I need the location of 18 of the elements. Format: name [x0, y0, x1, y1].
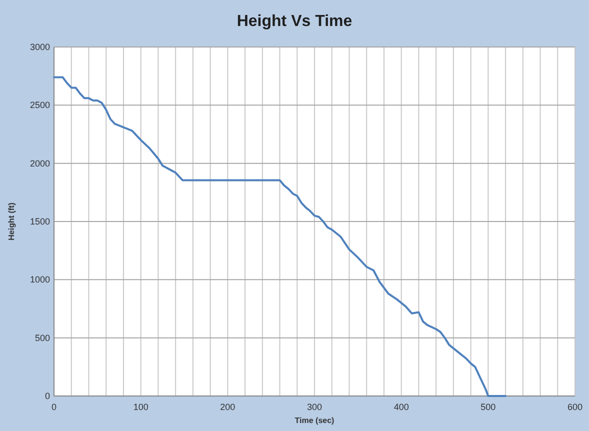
- y-tick-label: 1000: [30, 274, 50, 285]
- y-axis-title: Height (ft): [7, 202, 16, 240]
- x-tick-label: 600: [567, 402, 583, 412]
- y-tick-label: 1500: [30, 216, 50, 226]
- x-tick-label: 500: [480, 402, 496, 412]
- x-tick-label: 100: [133, 402, 148, 412]
- y-tick-label: 0: [44, 391, 50, 401]
- chart-title: Height Vs Time: [236, 13, 352, 30]
- x-tick-label: 300: [306, 402, 322, 412]
- y-tick-label: 2500: [30, 100, 50, 110]
- y-tick-label: 500: [34, 332, 50, 343]
- y-tick-label: 3000: [30, 42, 50, 52]
- x-tick-label: 400: [394, 402, 409, 412]
- x-axis-title: Time (sec): [294, 416, 335, 425]
- line-series: [53, 76, 507, 397]
- x-tick-label: 200: [220, 402, 236, 412]
- x-tick-label: 0: [51, 402, 57, 412]
- y-tick-label: 2000: [30, 158, 50, 168]
